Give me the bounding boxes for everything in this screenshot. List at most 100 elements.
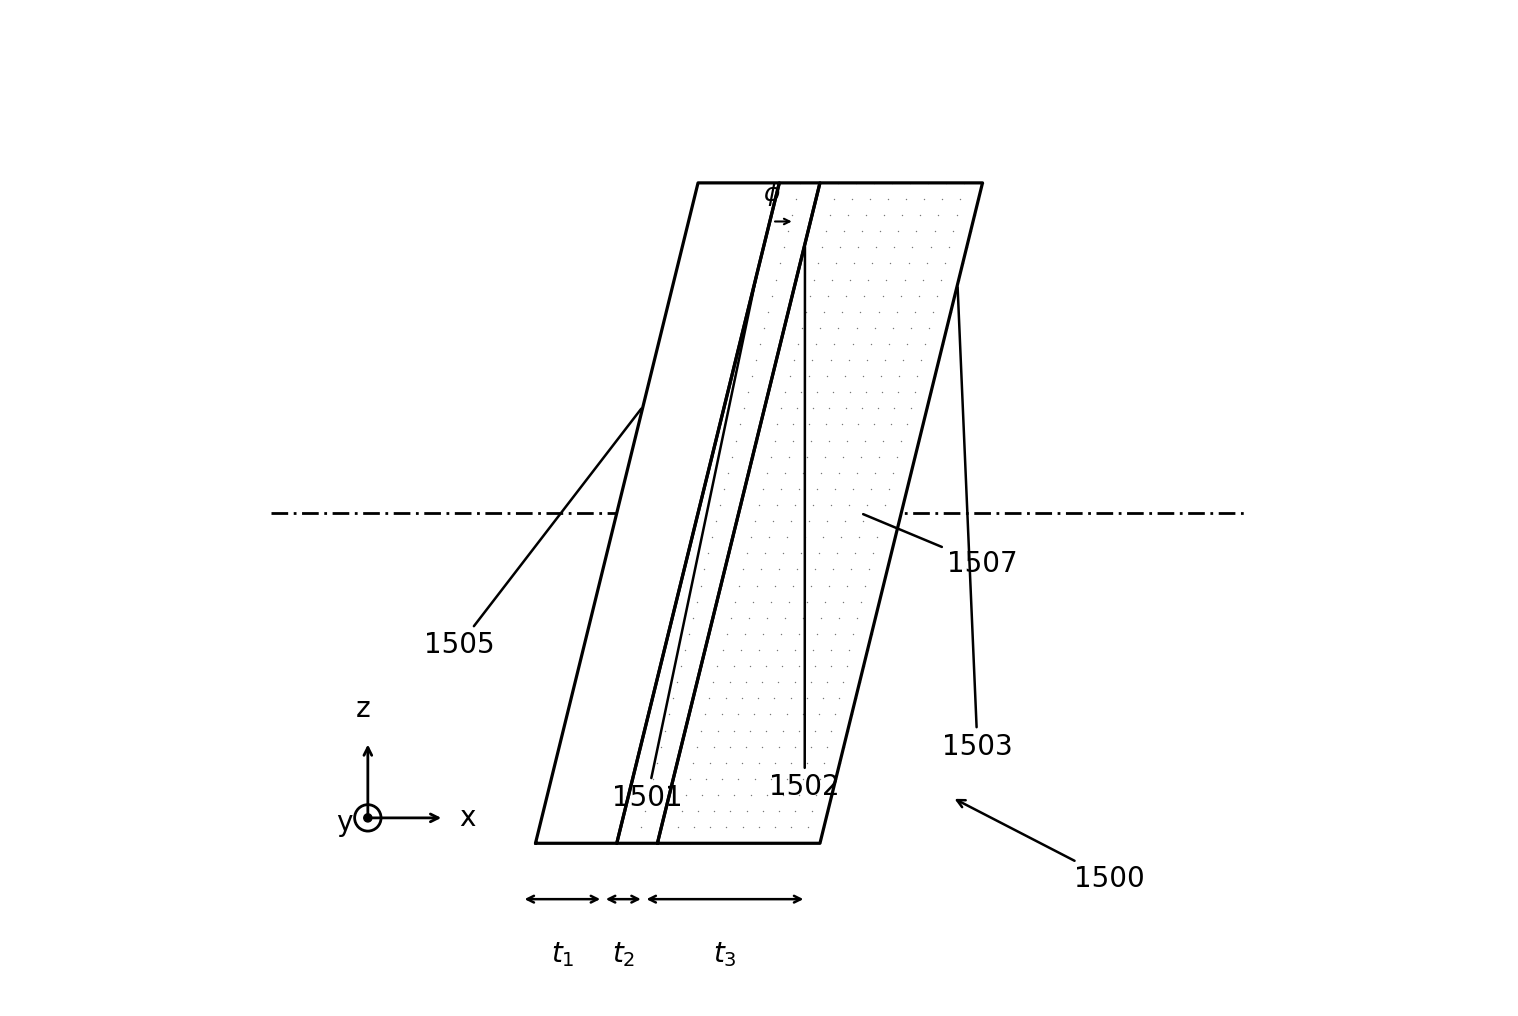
Point (923, 224, 947, 240)
Point (792, 529, 817, 546)
Point (744, 271, 768, 288)
Point (641, 771, 665, 787)
Point (890, 433, 914, 449)
Point (903, 449, 927, 465)
Point (680, 529, 704, 546)
Point (859, 481, 883, 497)
Point (855, 497, 879, 513)
Point (809, 610, 833, 626)
Point (744, 352, 768, 368)
Point (682, 690, 706, 706)
Point (773, 464, 797, 481)
Polygon shape (616, 183, 820, 843)
Point (808, 706, 832, 722)
Point (680, 610, 704, 626)
Point (733, 481, 757, 497)
Point (852, 288, 876, 304)
Point (967, 191, 991, 207)
Point (931, 191, 955, 207)
Point (653, 803, 677, 819)
Point (835, 433, 859, 449)
Point (862, 464, 887, 481)
Point (783, 497, 808, 513)
Point (847, 529, 871, 546)
Point (692, 642, 716, 658)
Point (751, 320, 776, 336)
Point (780, 417, 805, 433)
Point (841, 336, 865, 353)
Point (821, 561, 846, 577)
Point (727, 577, 751, 593)
Point (853, 433, 877, 449)
Point (609, 819, 633, 835)
Point (735, 546, 759, 562)
Point (788, 255, 812, 271)
Point (792, 239, 817, 255)
Point (700, 529, 724, 546)
Point (868, 224, 893, 240)
Point (732, 320, 756, 336)
Point (824, 546, 849, 562)
Point (751, 239, 776, 255)
Point (885, 449, 909, 465)
Point (850, 400, 874, 417)
Point (709, 706, 733, 722)
Point (730, 819, 754, 835)
Point (798, 288, 823, 304)
Point (874, 271, 899, 288)
Point (955, 239, 979, 255)
Point (962, 207, 987, 224)
Point (633, 722, 657, 739)
Point (788, 255, 812, 271)
Point (896, 255, 920, 271)
Point (653, 722, 677, 739)
Point (764, 819, 788, 835)
Point (827, 464, 852, 481)
Point (751, 626, 776, 642)
Point (864, 610, 888, 626)
Point (761, 368, 785, 384)
Point (720, 368, 744, 384)
Point (729, 497, 753, 513)
Point (794, 304, 818, 320)
Point (777, 593, 802, 610)
Point (817, 577, 841, 593)
Point (733, 626, 757, 642)
Point (672, 561, 697, 577)
Point (833, 400, 858, 417)
Point (660, 610, 685, 626)
Point (765, 497, 789, 513)
Point (776, 304, 800, 320)
Point (811, 239, 835, 255)
Point (876, 336, 900, 353)
Point (838, 642, 862, 658)
Point (754, 786, 779, 803)
Point (929, 271, 953, 288)
Point (883, 529, 908, 546)
Point (867, 304, 891, 320)
Point (669, 803, 694, 819)
Point (844, 175, 868, 191)
Text: 1505: 1505 (424, 408, 641, 659)
Point (645, 835, 669, 851)
Point (701, 739, 726, 755)
Point (644, 674, 668, 690)
Point (759, 449, 783, 465)
Point (704, 513, 729, 529)
Point (715, 626, 739, 642)
Point (941, 224, 965, 240)
Point (682, 690, 706, 706)
Point (855, 352, 879, 368)
Point (686, 803, 710, 819)
Point (915, 400, 940, 417)
Point (761, 513, 785, 529)
Point (838, 271, 862, 288)
Point (791, 610, 815, 626)
Point (750, 481, 774, 497)
Point (753, 546, 777, 562)
Point (800, 207, 824, 224)
Point (780, 288, 805, 304)
Point (909, 352, 934, 368)
Point (768, 255, 792, 271)
Point (756, 304, 780, 320)
